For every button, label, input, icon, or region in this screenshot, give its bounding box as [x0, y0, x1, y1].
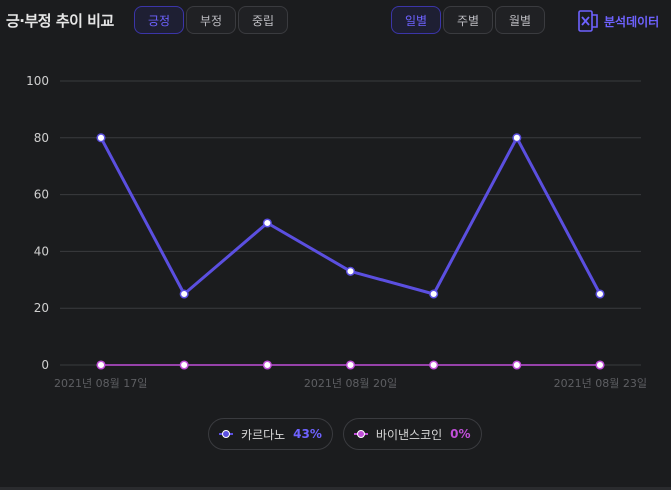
data-point-series-2: [262, 360, 272, 370]
data-point-series-1: [512, 133, 522, 143]
y-tick-label: 40: [34, 244, 49, 258]
x-tick-label: 2021년 08월 20일: [304, 376, 397, 390]
line-chart: 0 20 40 60 80 100 2021년 08월 17일 2021년 08월 20일 20…: [26, 74, 647, 390]
legend-label: 카르다노: [241, 427, 286, 442]
export-label: 분석데이터: [604, 14, 660, 29]
tab-negative[interactable]: 부정: [186, 6, 236, 34]
tab-positive[interactable]: 긍정: [134, 6, 184, 34]
legend-label: 바이낸스코인: [375, 427, 443, 442]
y-tick-label: 60: [34, 188, 49, 202]
x-tick-label: 2021년 08월 23일: [554, 376, 647, 390]
chart-title: 긍·부정 추이 비교: [6, 12, 114, 30]
y-tick-label: 20: [34, 301, 49, 315]
legend-marker-icon: [219, 430, 233, 438]
chart-legend: 카르다노 43% 바이낸스코인 0%: [208, 418, 482, 450]
data-point-series-2: [429, 360, 439, 370]
data-point-series-1: [96, 133, 106, 143]
panel-bottom-border: [0, 487, 671, 490]
tab-daily[interactable]: 일별: [391, 6, 441, 34]
excel-icon: [578, 10, 598, 32]
y-tick-label: 80: [34, 131, 49, 145]
data-point-series-2: [512, 360, 522, 370]
tab-neutral[interactable]: 중립: [238, 6, 288, 34]
y-tick-label: 0: [41, 358, 49, 372]
data-point-series-2: [96, 360, 106, 370]
legend-item-binance-coin[interactable]: 바이낸스코인 0%: [342, 418, 482, 450]
x-tick-label: 2021년 08월 17일: [54, 376, 147, 390]
data-point-series-2: [179, 360, 189, 370]
sentiment-tab-group: 긍정 부정 중립: [134, 6, 288, 36]
data-point-series-1: [345, 266, 356, 276]
legend-item-cardano[interactable]: 카르다노 43%: [208, 418, 333, 450]
data-point-series-1: [179, 289, 189, 299]
data-point-series-1: [429, 289, 439, 299]
legend-percent: 43%: [293, 427, 322, 441]
legend-marker-icon: [353, 430, 368, 438]
y-tick-label: 100: [26, 74, 49, 88]
data-point-series-2: [595, 360, 605, 370]
data-point-series-2: [345, 360, 356, 370]
tab-monthly[interactable]: 월별: [495, 6, 545, 34]
export-data-button[interactable]: 분석데이터: [578, 8, 659, 34]
data-point-series-1: [262, 218, 272, 228]
data-point-series-1: [595, 289, 605, 299]
tab-weekly[interactable]: 주별: [443, 6, 493, 34]
period-tab-group: 일별 주별 월별: [391, 6, 545, 36]
legend-percent: 0%: [450, 427, 471, 441]
